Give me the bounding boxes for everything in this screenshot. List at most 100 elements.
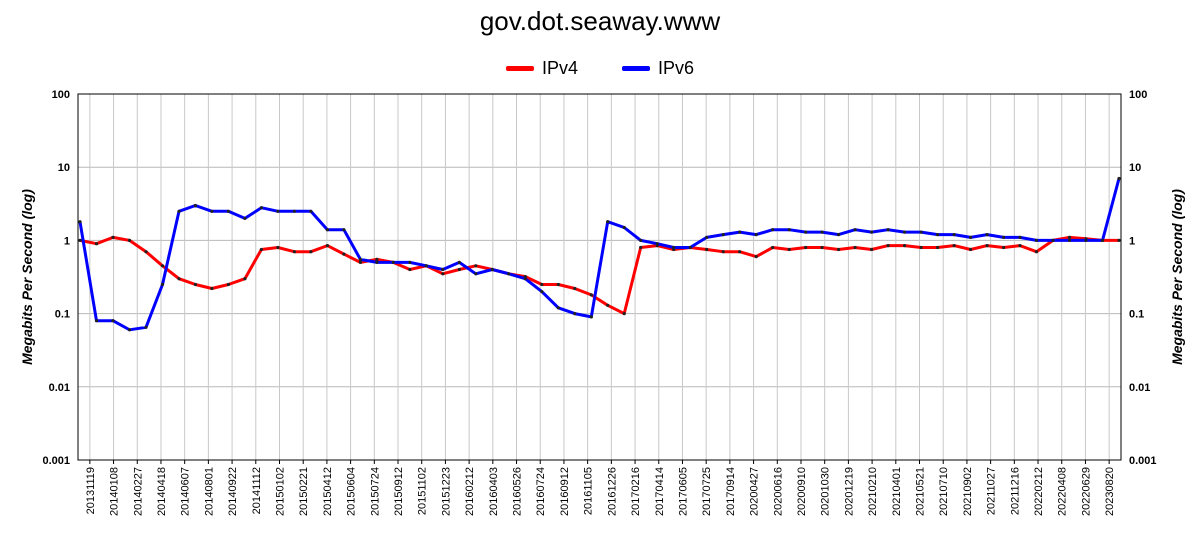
y-axis-left: 0.001 0.01 0.1 1 10 100	[42, 89, 70, 467]
data-point-ipv6	[523, 277, 527, 281]
y-tick-label-left: 0.01	[49, 382, 70, 394]
data-point-ipv4	[259, 247, 263, 252]
y-tick-label-left: 10	[58, 162, 70, 174]
x-tick-label: 20131119	[85, 467, 97, 514]
y-tick-label-left: 100	[52, 89, 70, 101]
data-point-ipv6	[78, 220, 82, 224]
data-point-ipv4	[606, 303, 610, 307]
data-point-ipv6	[556, 306, 560, 310]
y-axis-label-right: Megabits Per Second (log)	[1169, 189, 1185, 365]
data-point-ipv4	[78, 238, 82, 242]
plot-frame	[77, 93, 1122, 461]
x-tick-label: 20220212	[1033, 467, 1045, 516]
data-point-ipv6	[1067, 238, 1072, 242]
data-point-ipv4	[111, 235, 115, 239]
x-tick-label: 20140108	[109, 467, 121, 516]
data-point-ipv4	[408, 267, 412, 272]
data-point-ipv6	[507, 272, 511, 276]
data-point-ipv6	[903, 230, 907, 234]
x-tick-label: 20220629	[1080, 467, 1092, 516]
data-point-ipv4	[358, 260, 362, 264]
data-point-ipv6	[1002, 235, 1006, 239]
data-point-ipv6	[243, 216, 247, 220]
y-tick-label-left: 1	[64, 235, 70, 247]
y-axis-label-left: Megabits Per Second (log)	[19, 189, 35, 365]
x-tick-label: 20160212	[464, 467, 476, 516]
data-point-ipv6	[193, 203, 197, 208]
x-tick-label: 20200616	[772, 467, 784, 516]
data-point-ipv6	[1051, 238, 1055, 242]
data-point-ipv6	[705, 235, 709, 239]
data-point-ipv4	[870, 247, 874, 252]
data-point-ipv4	[804, 245, 808, 250]
data-point-ipv6	[391, 260, 395, 264]
data-point-ipv4	[1117, 238, 1121, 242]
series-line-ipv6	[78, 178, 1121, 332]
data-point-ipv6	[952, 233, 956, 237]
data-point-ipv4	[969, 247, 973, 252]
y-tick-label-left: 0.1	[55, 309, 70, 321]
x-tick-label: 20220408	[1057, 467, 1069, 516]
series-layer	[78, 176, 1121, 332]
x-tick-label: 20200910	[796, 467, 808, 516]
data-point-ipv6	[474, 272, 478, 276]
x-tick-label: 20150102	[274, 467, 286, 516]
x-tick-label: 20201219	[843, 467, 855, 516]
data-point-ipv4	[1018, 244, 1022, 248]
data-point-ipv6	[985, 233, 989, 237]
data-point-ipv4	[276, 245, 280, 250]
data-point-ipv4	[903, 244, 907, 248]
x-tick-label: 20140227	[132, 467, 144, 516]
y-tick-label-right: 0.01	[1129, 382, 1150, 394]
data-point-ipv6	[655, 242, 659, 246]
x-tick-label: 20211216	[1009, 467, 1021, 515]
data-point-ipv6	[969, 235, 973, 239]
x-tick-label: 20230820	[1104, 467, 1116, 516]
data-point-ipv4	[589, 293, 593, 297]
x-tick-label: 20150412	[322, 467, 334, 516]
data-point-ipv4	[754, 255, 758, 259]
data-point-ipv6	[804, 230, 808, 234]
x-tick-label: 20160403	[488, 467, 500, 516]
data-point-ipv6	[853, 228, 857, 232]
data-point-ipv6	[94, 319, 99, 323]
data-point-ipv6	[276, 209, 280, 213]
data-point-ipv4	[540, 282, 544, 287]
data-point-ipv6	[837, 233, 841, 237]
data-point-ipv6	[226, 209, 230, 213]
x-tick-label: 20210210	[867, 467, 879, 516]
data-point-ipv6	[1117, 176, 1121, 181]
x-tick-label: 20170605	[677, 467, 689, 516]
data-point-ipv6	[754, 233, 758, 237]
data-point-ipv4	[705, 247, 709, 252]
data-point-ipv4	[375, 257, 379, 261]
data-point-ipv4	[474, 264, 478, 268]
data-point-ipv6	[177, 209, 181, 213]
data-point-ipv6	[325, 228, 329, 232]
data-point-ipv6	[1084, 238, 1088, 242]
data-point-ipv4	[309, 250, 313, 254]
data-point-ipv6	[144, 325, 148, 329]
data-point-ipv4	[325, 244, 329, 248]
data-point-ipv6	[490, 267, 494, 272]
data-point-ipv6	[408, 260, 412, 264]
data-point-ipv6	[589, 315, 593, 319]
y-axis-right: 0.001 0.01 0.1 1 10 100	[1129, 89, 1157, 467]
data-point-ipv6	[441, 267, 445, 272]
data-point-ipv4	[787, 247, 791, 252]
legend-item-ipv4: IPv4	[505, 58, 578, 79]
data-point-ipv4	[919, 245, 923, 250]
data-point-ipv4	[886, 244, 890, 248]
data-point-ipv6	[375, 260, 379, 264]
x-tick-label: 20140922	[227, 467, 239, 516]
data-point-ipv6	[639, 238, 643, 242]
x-tick-label: 20170216	[630, 467, 642, 516]
series-line-ipv4	[79, 235, 1119, 316]
x-tick-label: 20170725	[701, 467, 713, 516]
x-tick-label: 20150221	[298, 467, 310, 516]
data-point-ipv6	[210, 209, 214, 213]
legend-swatch-ipv6	[622, 66, 650, 71]
x-tick-label: 20210521	[915, 467, 927, 516]
data-point-ipv6	[573, 312, 577, 316]
